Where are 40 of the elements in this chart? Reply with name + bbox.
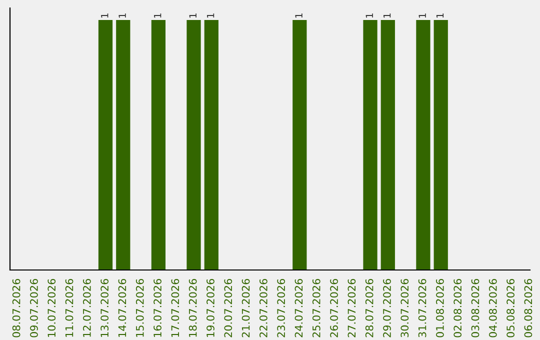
data-label: 1 (366, 13, 373, 18)
x-tick-label: 08.07.2026 (12, 278, 20, 338)
x-tick-label: 14.07.2026 (118, 278, 126, 337)
x-tick-label: 10.07.2026 (48, 278, 56, 337)
x-tick-label: 06.08.2026 (524, 278, 532, 338)
data-label: 1 (189, 13, 196, 18)
x-tick-label: 19.07.2026 (206, 278, 214, 337)
data-label: 1 (295, 13, 302, 18)
data-label: 1 (101, 13, 108, 18)
x-tick-label: 05.08.2026 (506, 278, 514, 338)
x-tick-label: 02.08.2026 (454, 278, 462, 338)
x-tick-label: 15.07.2026 (136, 278, 144, 337)
x-tick-label: 31.07.2026 (418, 278, 426, 338)
x-tick-label: 09.07.2026 (30, 278, 38, 338)
data-label: 1 (154, 13, 162, 18)
data-label: 1 (118, 13, 126, 18)
x-tick-label: 11.07.2026 (65, 278, 74, 337)
x-tick-label: 18.07.2026 (188, 278, 197, 337)
x-tick-label: 01.08.2026 (436, 278, 444, 338)
x-tick-label: 12.07.2026 (82, 278, 91, 337)
x-tick-label: 25.07.2026 (312, 278, 320, 338)
x-tick-label: 24.07.2026 (294, 278, 303, 338)
x-tick-label: 17.07.2026 (171, 278, 180, 337)
x-tick-label: 04.08.2026 (488, 278, 497, 338)
x-tick-label: 29.07.2026 (383, 278, 391, 338)
x-tick-label: 27.07.2026 (348, 278, 356, 338)
x-tick-label: 13.07.2026 (100, 278, 109, 337)
x-tick-label: 23.07.2026 (277, 278, 286, 338)
data-label: 1 (418, 13, 426, 18)
x-tick-label: 21.07.2026 (242, 278, 250, 338)
data-label: 1 (436, 13, 444, 18)
x-tick-label: 22.07.2026 (259, 278, 268, 338)
x-tick-label: 20.07.2026 (224, 278, 232, 338)
x-tick-label: 16.07.2026 (154, 278, 162, 337)
data-label: 1 (384, 13, 391, 18)
data-label: 1 (206, 13, 214, 18)
x-tick-label: 28.07.2026 (365, 278, 374, 338)
x-tick-label: 30.07.2026 (400, 278, 409, 338)
x-tick-label: 03.08.2026 (471, 278, 480, 338)
x-tick-label: 26.07.2026 (330, 278, 338, 338)
